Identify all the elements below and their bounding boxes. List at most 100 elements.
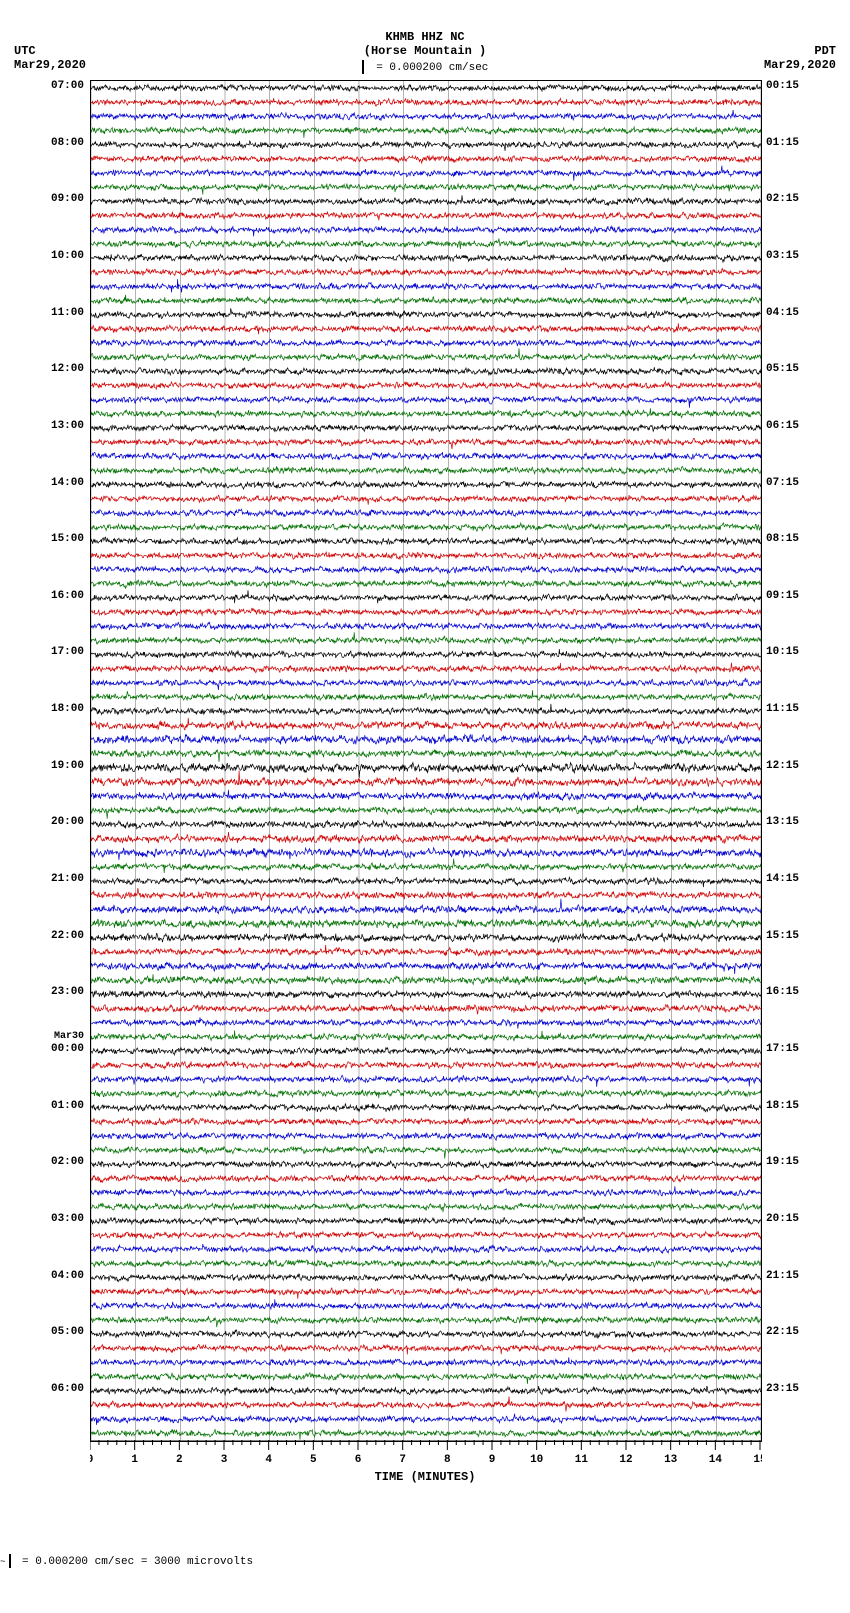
time-label: 21:15 — [766, 1271, 810, 1282]
xaxis-tick-label: 6 — [355, 1454, 362, 1466]
trace-row — [91, 1345, 761, 1355]
trace-row — [91, 734, 761, 744]
time-label: 05:00 — [40, 1327, 84, 1338]
trace-row — [91, 848, 761, 860]
time-label: 21:00 — [40, 874, 84, 885]
time-label: 09:15 — [766, 591, 810, 602]
trace-row — [91, 1161, 761, 1169]
trace-row — [91, 1104, 761, 1112]
time-label: 18:00 — [40, 704, 84, 715]
trace-row — [91, 439, 761, 450]
trace-row — [91, 367, 761, 375]
time-label: 16:00 — [40, 591, 84, 602]
time-label: 01:15 — [766, 138, 810, 149]
trace-row — [91, 1373, 761, 1384]
trace-row — [91, 382, 761, 390]
timezone-left: UTC Mar29,2020 — [14, 44, 86, 72]
trace-row — [91, 663, 761, 673]
trace-row — [91, 566, 761, 574]
trace-row — [91, 1244, 761, 1253]
time-label: 15:15 — [766, 931, 810, 942]
station-name: (Horse Mountain ) — [0, 44, 850, 58]
trace-row — [91, 649, 761, 658]
time-label: 10:15 — [766, 647, 810, 658]
timezone-right: PDT Mar29,2020 — [764, 44, 836, 72]
time-label: 18:15 — [766, 1101, 810, 1112]
trace-row — [91, 805, 761, 819]
trace-row — [91, 877, 761, 887]
xaxis-tick-label: 9 — [489, 1454, 496, 1466]
scale-text: = 0.000200 cm/sec — [376, 62, 488, 74]
trace-row — [91, 1274, 761, 1282]
time-label: 11:00 — [40, 308, 84, 319]
trace-row — [91, 933, 761, 942]
trace-row — [91, 339, 761, 347]
trace-row — [91, 1132, 761, 1140]
station-code: KHMB HHZ NC — [0, 30, 850, 44]
trace-row — [91, 1430, 761, 1440]
trace-row — [91, 495, 761, 505]
trace-row — [91, 537, 761, 545]
time-axis: 0123456789101112131415 TIME (MINUTES) — [40, 1440, 810, 1484]
time-label: 11:15 — [766, 704, 810, 715]
time-label: 01:00 — [40, 1101, 84, 1112]
tz-left-label: UTC — [14, 44, 86, 58]
xaxis-tick-label: 13 — [664, 1454, 678, 1466]
trace-row — [91, 790, 761, 801]
trace-row — [91, 1075, 761, 1087]
trace-row — [91, 466, 761, 474]
trace-row — [91, 678, 761, 690]
trace-row — [91, 481, 761, 489]
tz-left-date: Mar29,2020 — [14, 58, 86, 72]
trace-row — [91, 348, 761, 361]
time-label: 14:15 — [766, 874, 810, 885]
trace-row — [91, 1005, 761, 1015]
amplitude-scale-top: = 0.000200 cm/sec — [0, 60, 850, 74]
trace-row — [91, 408, 761, 417]
time-label: 16:15 — [766, 987, 810, 998]
time-label: 15:00 — [40, 534, 84, 545]
trace-row — [91, 1386, 761, 1396]
trace-row — [91, 141, 761, 151]
time-label: 20:00 — [40, 817, 84, 828]
trace-row — [91, 1217, 761, 1225]
xaxis-tick-label: 7 — [399, 1454, 406, 1466]
trace-row — [91, 763, 761, 778]
trace-row — [91, 1047, 761, 1055]
trace-row — [91, 127, 761, 138]
trace-row — [91, 1175, 761, 1183]
traces — [91, 84, 761, 1439]
trace-row — [91, 323, 761, 334]
trace-row — [91, 1186, 761, 1197]
xaxis-tick-label: 4 — [265, 1454, 272, 1466]
time-label: 00:00 — [40, 1044, 84, 1055]
trace-row — [91, 991, 761, 999]
trace-row — [91, 1203, 761, 1212]
trace-row — [91, 1147, 761, 1159]
time-label: 20:15 — [766, 1214, 810, 1225]
time-label: 07:00 — [40, 81, 84, 92]
trace-row — [91, 945, 761, 956]
seismogram-page: { "header": { "title_line1": "KHMB HHZ N… — [0, 0, 850, 1568]
trace-row — [91, 295, 761, 304]
trace-row — [91, 195, 761, 205]
trace-row — [91, 1260, 761, 1268]
tz-right-label: PDT — [764, 44, 836, 58]
xaxis-tick-label: 8 — [444, 1454, 451, 1466]
trace-row — [91, 718, 761, 731]
time-label: 02:15 — [766, 194, 810, 205]
trace-row — [91, 238, 761, 249]
time-axis-svg: 0123456789101112131415 — [90, 1440, 762, 1470]
trace-row — [91, 580, 761, 588]
footer-text: = 0.000200 cm/sec = 3000 microvolts — [22, 1556, 253, 1568]
trace-row — [91, 704, 761, 715]
time-label: 17:15 — [766, 1044, 810, 1055]
trace-row — [91, 919, 761, 929]
xaxis-tick-label: 14 — [709, 1454, 723, 1466]
time-label: 07:15 — [766, 478, 810, 489]
xaxis-tick-label: 12 — [619, 1454, 632, 1466]
trace-row — [91, 396, 761, 408]
trace-row — [91, 212, 761, 220]
time-label: 22:00 — [40, 931, 84, 942]
trace-row — [91, 690, 761, 700]
